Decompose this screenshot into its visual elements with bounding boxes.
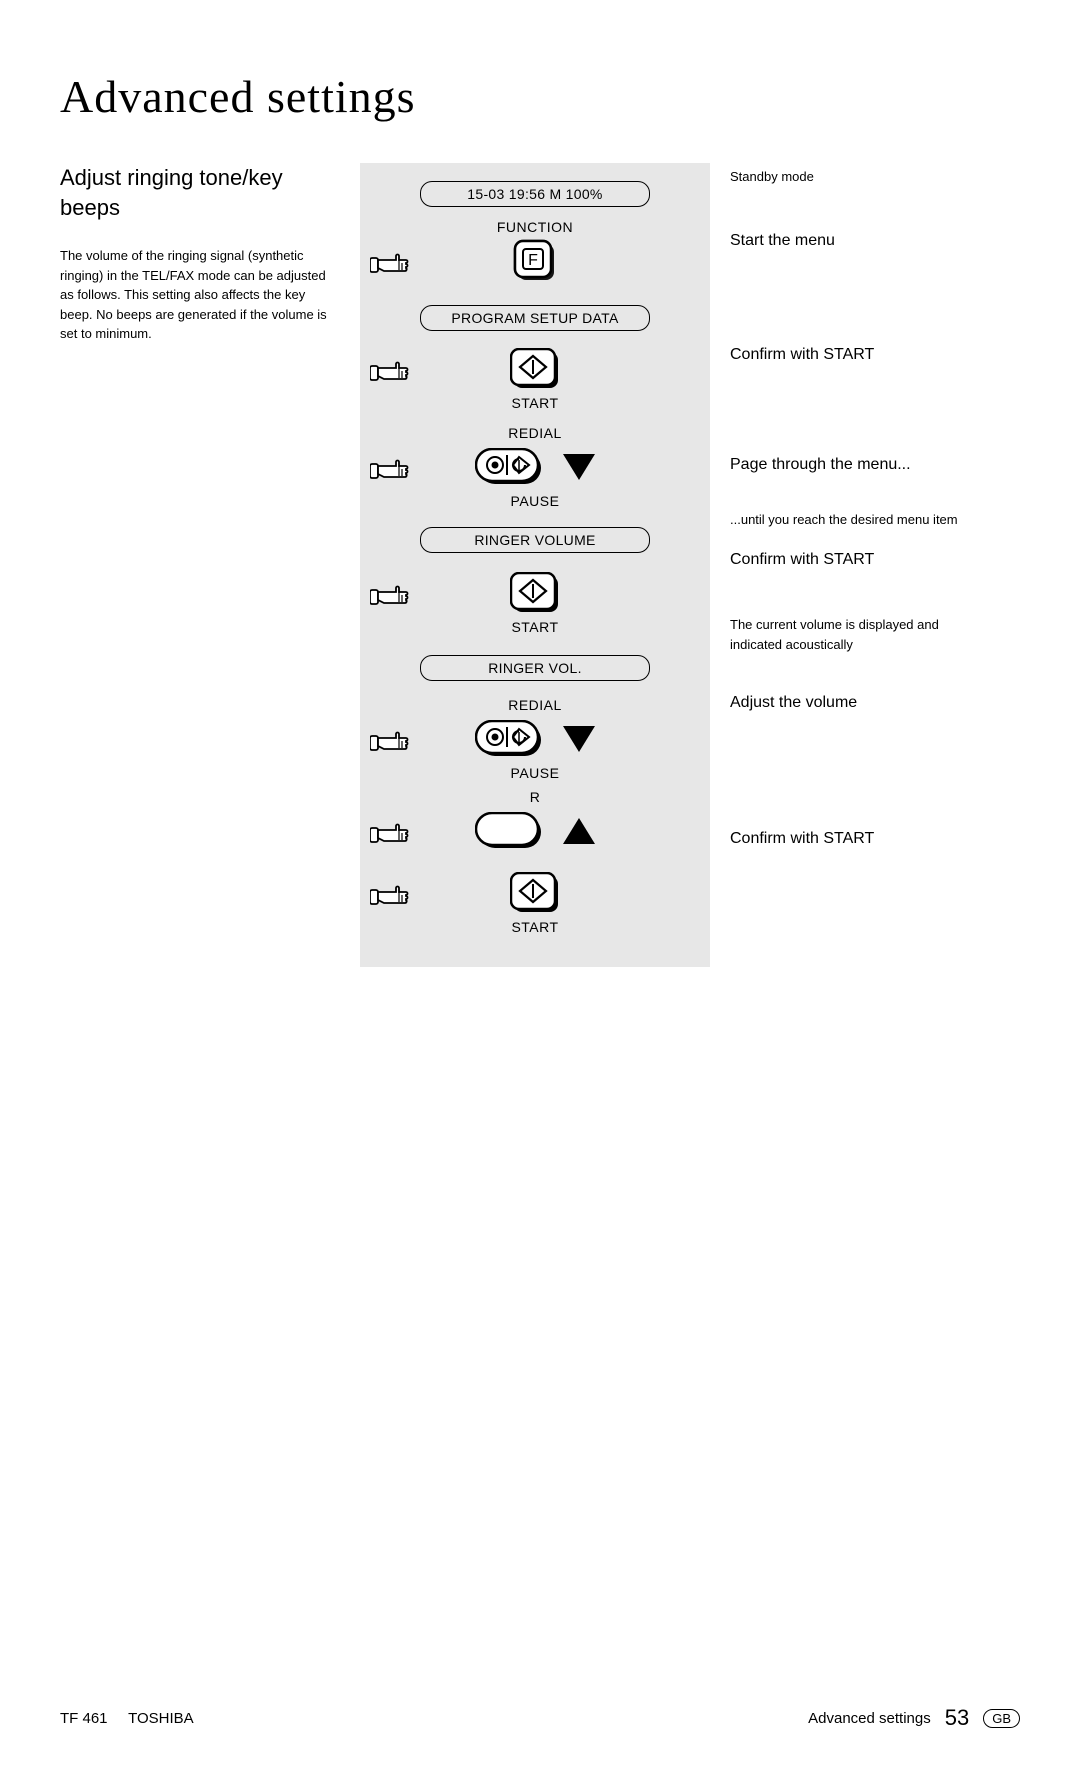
procedure-panel: 15-03 19:56 M 100% FUNCTION PROGRAM SETU… bbox=[360, 163, 710, 967]
pause-label: PAUSE bbox=[511, 493, 560, 509]
section-body: The volume of the ringing signal (synthe… bbox=[60, 246, 340, 344]
scroll-button[interactable] bbox=[475, 448, 543, 486]
start-label: START bbox=[511, 395, 558, 411]
r-button[interactable] bbox=[475, 812, 543, 850]
hand-icon bbox=[370, 724, 414, 754]
down-arrow-icon bbox=[563, 454, 595, 480]
down-arrow-icon bbox=[563, 726, 595, 752]
hand-icon bbox=[370, 578, 414, 608]
redial-label: REDIAL bbox=[508, 697, 562, 713]
scroll-button[interactable] bbox=[475, 720, 543, 758]
r-label: R bbox=[530, 789, 541, 805]
up-arrow-icon bbox=[563, 818, 595, 844]
start-label: START bbox=[511, 919, 558, 935]
hand-icon bbox=[370, 246, 414, 276]
hand-icon bbox=[370, 816, 414, 846]
right-column: Standby mode Start the menu Confirm with… bbox=[710, 163, 990, 967]
start-label: START bbox=[511, 619, 558, 635]
function-button[interactable] bbox=[513, 239, 557, 283]
footer-lang-badge: GB bbox=[983, 1709, 1020, 1728]
lcd-ringer-volume: RINGER VOLUME bbox=[420, 527, 650, 553]
function-label: FUNCTION bbox=[497, 219, 573, 235]
start-button[interactable] bbox=[510, 872, 560, 914]
hand-icon bbox=[370, 354, 414, 384]
footer-section: Advanced settings bbox=[808, 1710, 931, 1727]
redial-label: REDIAL bbox=[508, 425, 562, 441]
page-footer: TF 461 TOSHIBA Advanced settings 53 GB bbox=[60, 1705, 1020, 1731]
hand-icon bbox=[370, 878, 414, 908]
step-adjust-volume: Adjust the volume bbox=[730, 694, 990, 712]
left-column: Adjust ringing tone/key beeps The volume… bbox=[60, 163, 360, 967]
note-standby: Standby mode bbox=[730, 169, 990, 184]
note-until: ...until you reach the desired menu item bbox=[730, 512, 990, 527]
section-subheading: Adjust ringing tone/key beeps bbox=[60, 163, 340, 222]
start-button[interactable] bbox=[510, 572, 560, 614]
pause-label: PAUSE bbox=[511, 765, 560, 781]
step-start-menu: Start the menu bbox=[730, 232, 990, 250]
step-confirm-3: Confirm with START bbox=[730, 830, 990, 848]
step-page-through: Page through the menu... bbox=[730, 456, 990, 474]
lcd-program-setup: PROGRAM SETUP DATA bbox=[420, 305, 650, 331]
footer-model: TF 461 bbox=[60, 1710, 108, 1727]
step-confirm-1: Confirm with START bbox=[730, 346, 990, 364]
hand-icon bbox=[370, 452, 414, 482]
lcd-ringer-vol: RINGER VOL. bbox=[420, 655, 650, 681]
note-current-volume: The current volume is displayed and indi… bbox=[730, 615, 990, 654]
step-confirm-2: Confirm with START bbox=[730, 551, 990, 569]
footer-page-number: 53 bbox=[945, 1705, 969, 1731]
lcd-standby: 15-03 19:56 M 100% bbox=[420, 181, 650, 207]
start-button[interactable] bbox=[510, 348, 560, 390]
footer-brand: TOSHIBA bbox=[128, 1710, 194, 1727]
page-title: Advanced settings bbox=[60, 70, 1020, 123]
